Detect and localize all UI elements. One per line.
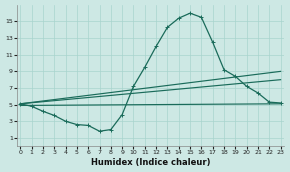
X-axis label: Humidex (Indice chaleur): Humidex (Indice chaleur) — [91, 158, 210, 167]
